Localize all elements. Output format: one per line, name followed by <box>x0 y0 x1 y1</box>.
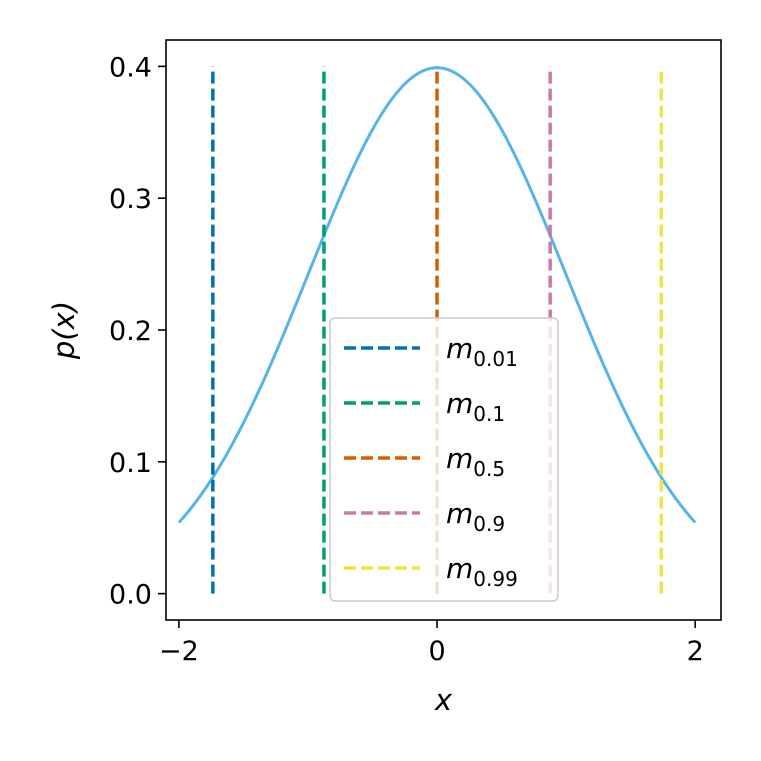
y-tick-label: 0.1 <box>109 448 152 479</box>
y-tick-label: 0.0 <box>109 580 152 611</box>
x-tick-label: 2 <box>687 636 704 667</box>
x-tick-label: −2 <box>159 636 199 667</box>
y-tick-label: 0.2 <box>109 316 152 347</box>
legend-label: m0.1 <box>446 387 505 426</box>
y-tick-label: 0.3 <box>109 184 152 215</box>
y-axis-label: p(x) <box>47 301 81 360</box>
legend-label: m0.5 <box>446 442 505 481</box>
legend: m0.01 m0.1 m0.5 m0.9 m0.99 <box>329 317 559 602</box>
axes: −2 0 2 0.0 0.1 0.2 0.3 0.4 <box>109 52 704 667</box>
legend-label: m0.9 <box>446 497 505 536</box>
normal-pdf-curve <box>177 66 697 524</box>
legend-box <box>329 317 559 602</box>
legend-label: m0.99 <box>446 552 518 591</box>
x-tick-label: 0 <box>428 636 445 667</box>
legend-label: m0.01 <box>446 332 518 371</box>
y-tick-label: 0.4 <box>109 52 152 83</box>
x-axis-label: x <box>434 683 453 717</box>
